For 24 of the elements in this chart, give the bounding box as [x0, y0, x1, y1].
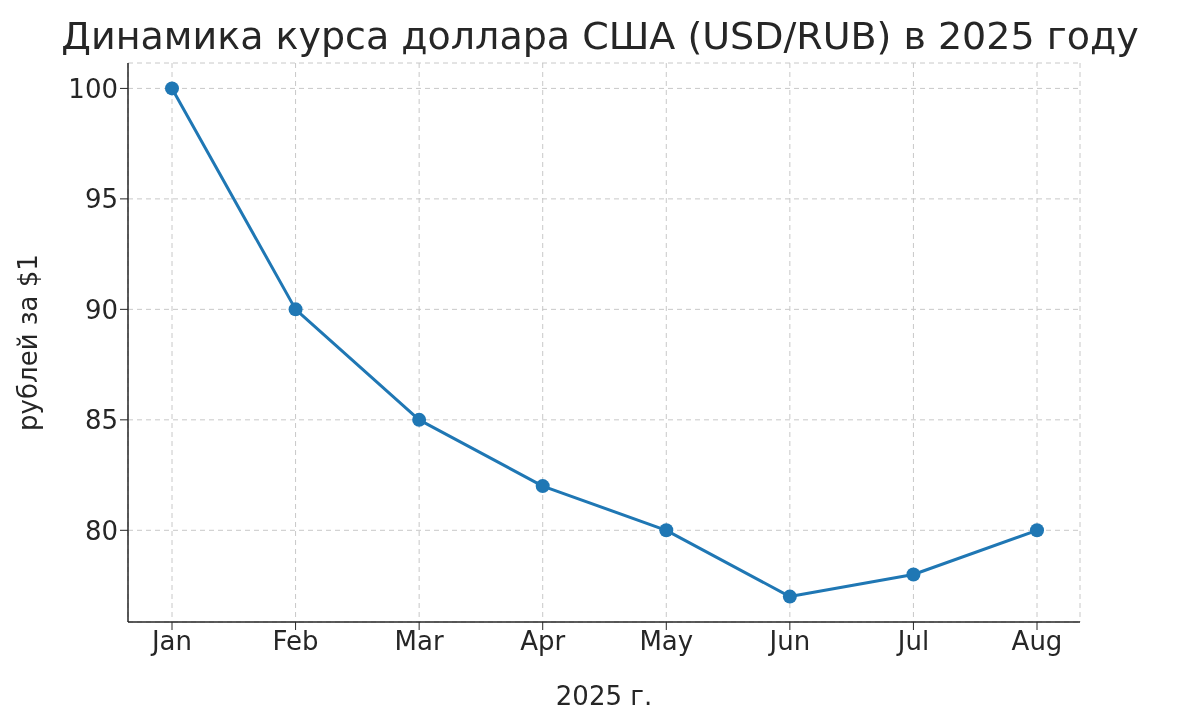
point — [288, 302, 303, 317]
y-tick-label: 95 — [84, 184, 118, 215]
x-tick-label: Jul — [895, 626, 930, 657]
point — [535, 479, 550, 494]
x-tick-label: May — [639, 626, 694, 657]
x-tick-label: Mar — [394, 626, 444, 657]
point — [412, 412, 427, 427]
chart-title: Динамика курса доллара США (USD/RUB) в 2025 году — [60, 14, 1140, 58]
point — [165, 81, 179, 96]
y-tick-label: 80 — [84, 515, 118, 546]
x-tick-label: Apr — [520, 626, 566, 657]
x-axis-title: 2025 г. — [555, 681, 653, 709]
y-tick-label: 85 — [84, 405, 118, 436]
x-tick-label: Jun — [767, 626, 811, 657]
point — [782, 589, 797, 604]
x-tick-label: Feb — [272, 626, 319, 657]
point — [906, 567, 921, 582]
y-tick-label: 100 — [68, 73, 118, 104]
point — [659, 523, 674, 538]
y-axis-title: рублей за $1 — [13, 254, 44, 431]
point — [1030, 523, 1044, 538]
x-tick-label: Aug — [1011, 626, 1063, 657]
y-tick-label: 90 — [84, 294, 118, 325]
x-tick-label: Jan — [149, 626, 193, 657]
